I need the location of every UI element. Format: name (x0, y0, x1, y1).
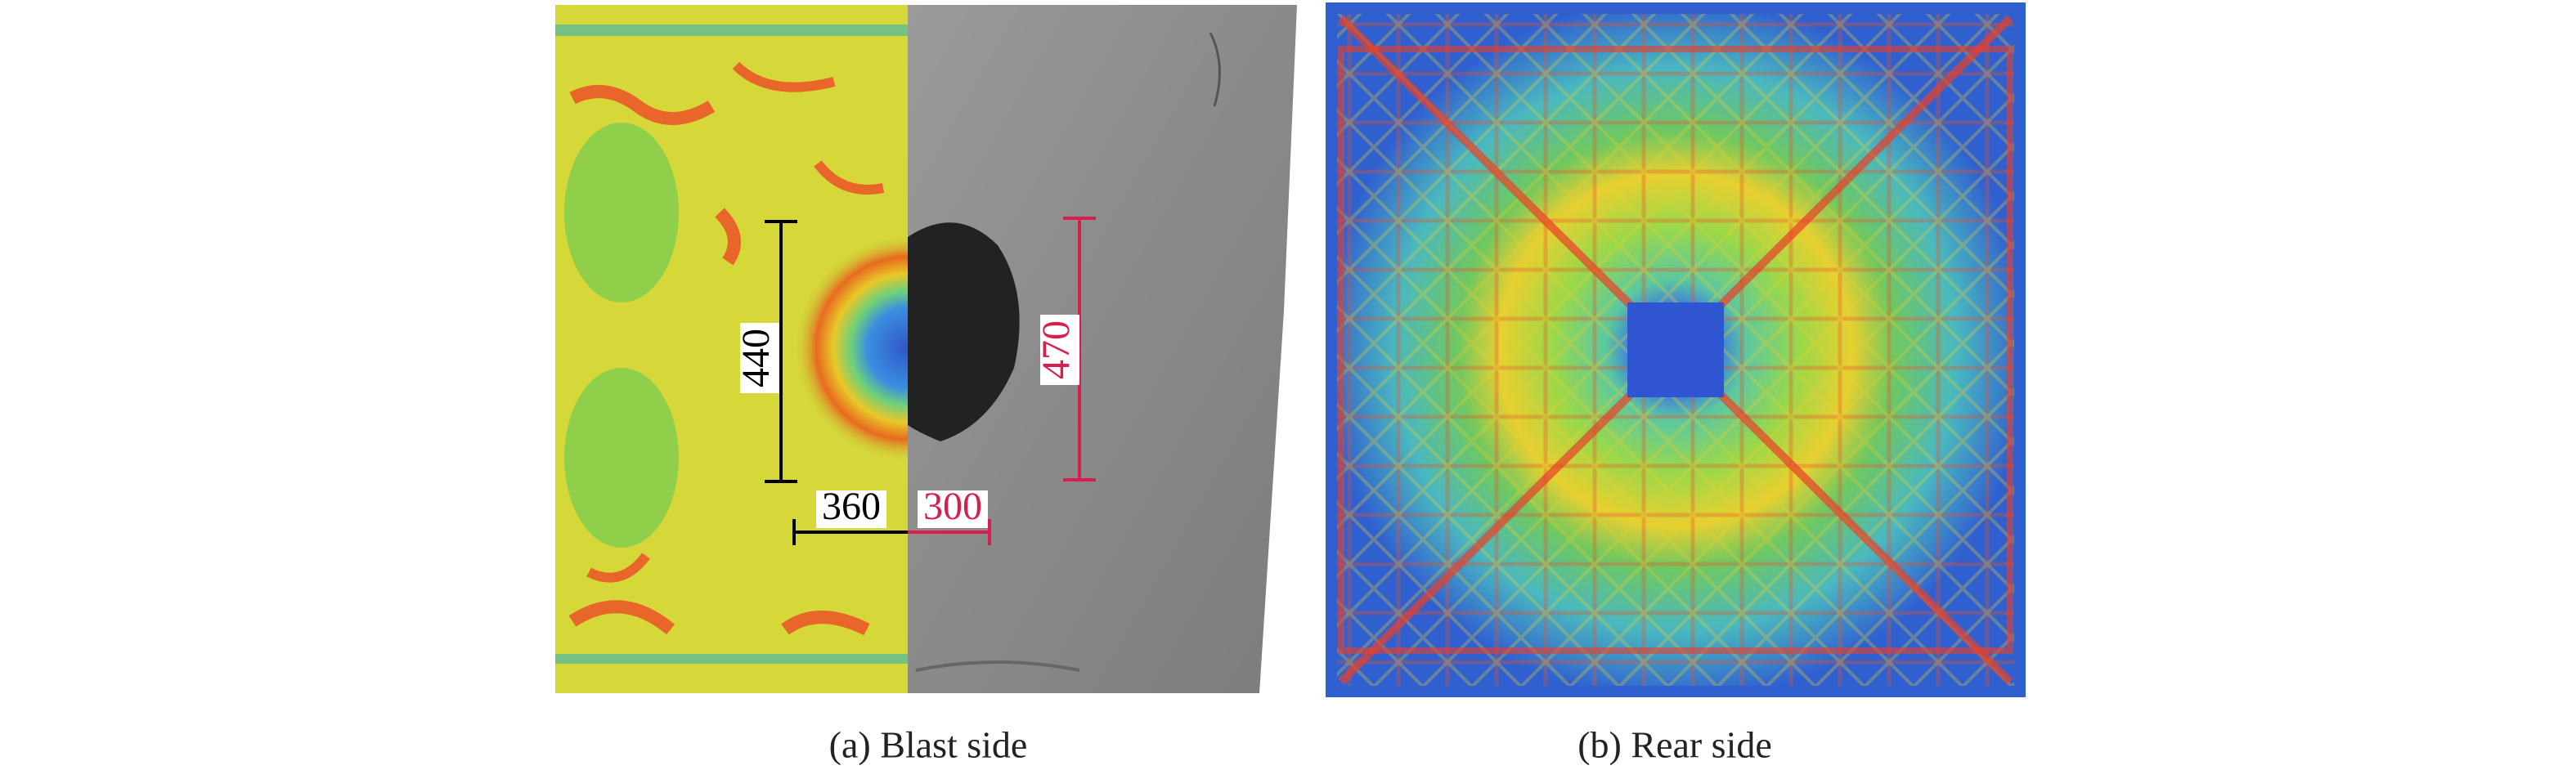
rear-contour (1326, 2, 2026, 697)
caption: (a) Blast side (829, 724, 1028, 766)
dimension-label: 360 (822, 485, 881, 528)
caption: (b) Rear side (1577, 724, 1772, 766)
dimension-440: 440 (734, 220, 797, 483)
simulation-contour (555, 5, 908, 693)
dimension-label: 470 (1034, 320, 1078, 379)
dimension-label: 440 (734, 329, 778, 387)
dimension-300: 300 (908, 485, 991, 545)
dimension-label: 300 (923, 485, 982, 528)
test-photo (908, 5, 1297, 693)
dimension-360: 360 (792, 485, 908, 545)
dimension-470: 470 (1034, 217, 1096, 481)
